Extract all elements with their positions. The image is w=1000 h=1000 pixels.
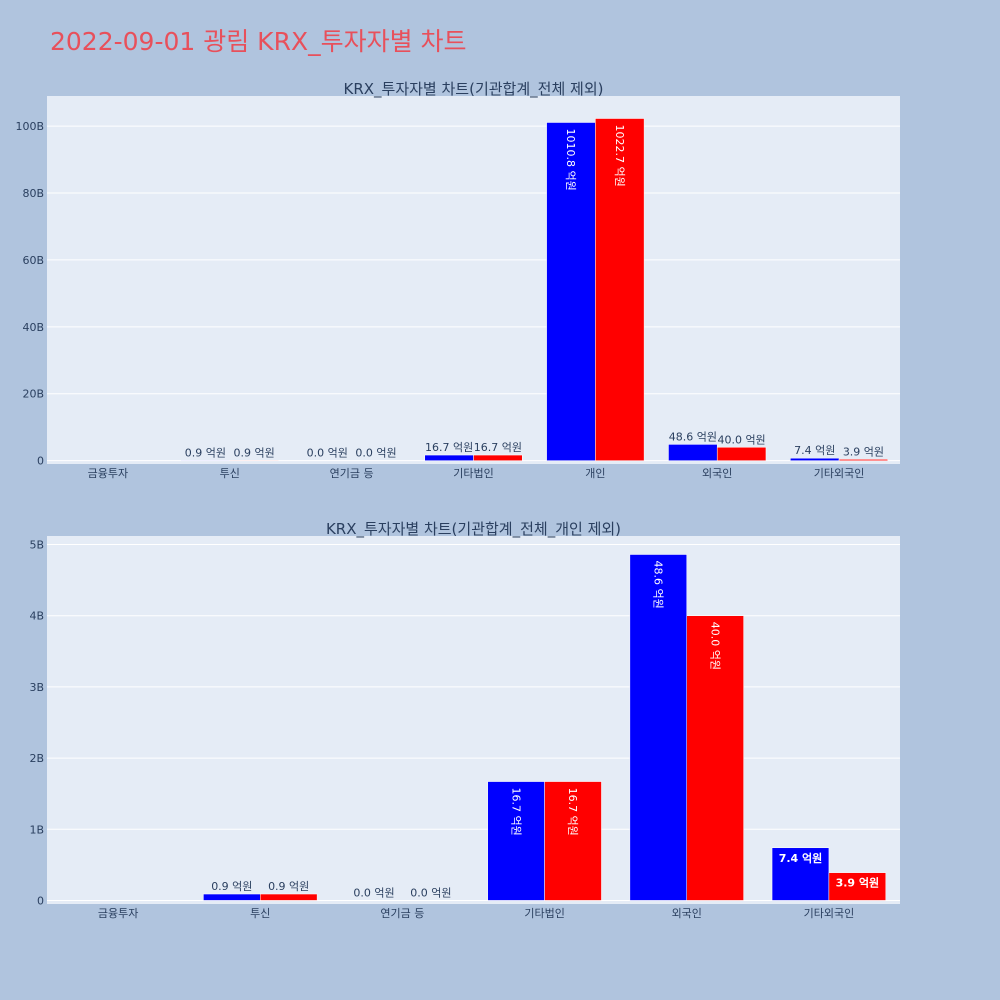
page-title: 2022-09-01 광림 KRX_투자자별 차트 (50, 27, 467, 56)
data-label: 1022.7 억원 (613, 125, 626, 187)
data-label: 16.7 억원 (509, 788, 522, 836)
data-label: 16.7 억원 (566, 788, 579, 836)
data-label: 0.0 억원 (410, 886, 451, 899)
bar (686, 615, 744, 901)
bar (828, 872, 887, 901)
data-label: 7.4 억원 (794, 444, 835, 457)
data-label: 7.4 억원 (779, 851, 823, 865)
plot-area (47, 96, 900, 464)
y-tick-label: 40B (22, 321, 44, 334)
y-tick-label: 1B (29, 823, 44, 836)
bar (668, 444, 718, 461)
x-tick-label: 개인 (585, 467, 605, 480)
y-tick-label: 3B (29, 681, 44, 694)
data-label: 16.7 억원 (425, 441, 473, 454)
y-tick-label: 20B (22, 388, 44, 401)
chart-bottom: 0 1B 2B 3B 4B 5B KRX_투자자별 차트(기관합계_전체_개인 제외) 금융투… (29, 520, 900, 920)
x-tick-label: 외국인 (672, 907, 702, 920)
x-tick-label: 금융투자 (88, 467, 128, 480)
x-tick-label: 기타외국인 (804, 907, 855, 920)
data-label: 48.6 억원 (651, 561, 664, 609)
bar (473, 454, 523, 461)
y-tick-label: 0 (37, 455, 44, 468)
data-label: 0.0 억원 (355, 447, 396, 460)
data-label: 3.9 억원 (836, 876, 880, 890)
bar (424, 454, 474, 461)
data-label: 16.7 억원 (474, 441, 522, 454)
y-tick-label: 2B (29, 752, 44, 765)
y-tick-label: 5B (29, 539, 44, 552)
data-label: 3.9 억원 (843, 445, 884, 458)
x-tick-label: 연기금 등 (330, 467, 374, 480)
data-label: 48.6 억원 (669, 430, 717, 443)
bar (716, 447, 767, 461)
y-tick-label: 0 (37, 894, 44, 907)
x-tick-label: 기타법인 (453, 467, 493, 480)
plot-area (47, 536, 900, 904)
x-tick-label: 금융투자 (98, 907, 138, 920)
y-tick-label: 60B (22, 254, 44, 267)
bar (487, 781, 545, 901)
y-tick-label: 80B (22, 187, 44, 200)
data-label: 0.9 억원 (211, 880, 252, 893)
x-tick-label: 투신 (250, 907, 270, 920)
bar (260, 893, 318, 901)
data-label: 0.9 억원 (234, 446, 275, 459)
chart-title: KRX_투자자별 차트(기관합계_전체 제외) (344, 80, 604, 99)
bar (595, 118, 645, 461)
x-tick-label: 연기금 등 (380, 907, 424, 920)
data-label: 40.0 억원 (717, 433, 765, 446)
x-tick-label: 투신 (220, 467, 240, 480)
y-tick-label: 4B (29, 610, 44, 623)
bar (771, 847, 830, 901)
chart-top: 0 20B 40B 60B 80B 100B KRX_투자자별 차트(기관합계_전체 제외)… (15, 80, 900, 480)
data-label: 0.9 억원 (268, 880, 309, 893)
data-label: 0.0 억원 (307, 447, 348, 460)
data-label: 1010.8 억원 (564, 128, 577, 190)
bar (790, 457, 840, 461)
data-label: 0.0 억원 (353, 886, 394, 899)
x-tick-label: 기타외국인 (814, 467, 865, 480)
data-label: 0.9 억원 (185, 446, 226, 459)
bar (544, 781, 602, 901)
data-label: 40.0 억원 (708, 622, 721, 670)
y-tick-label: 100B (15, 120, 44, 133)
x-tick-label: 기타법인 (524, 907, 564, 920)
x-tick-label: 외국인 (702, 467, 732, 480)
bar (203, 893, 261, 901)
chart-title: KRX_투자자별 차트(기관합계_전체_개인 제외) (326, 520, 621, 539)
bar (838, 459, 889, 461)
